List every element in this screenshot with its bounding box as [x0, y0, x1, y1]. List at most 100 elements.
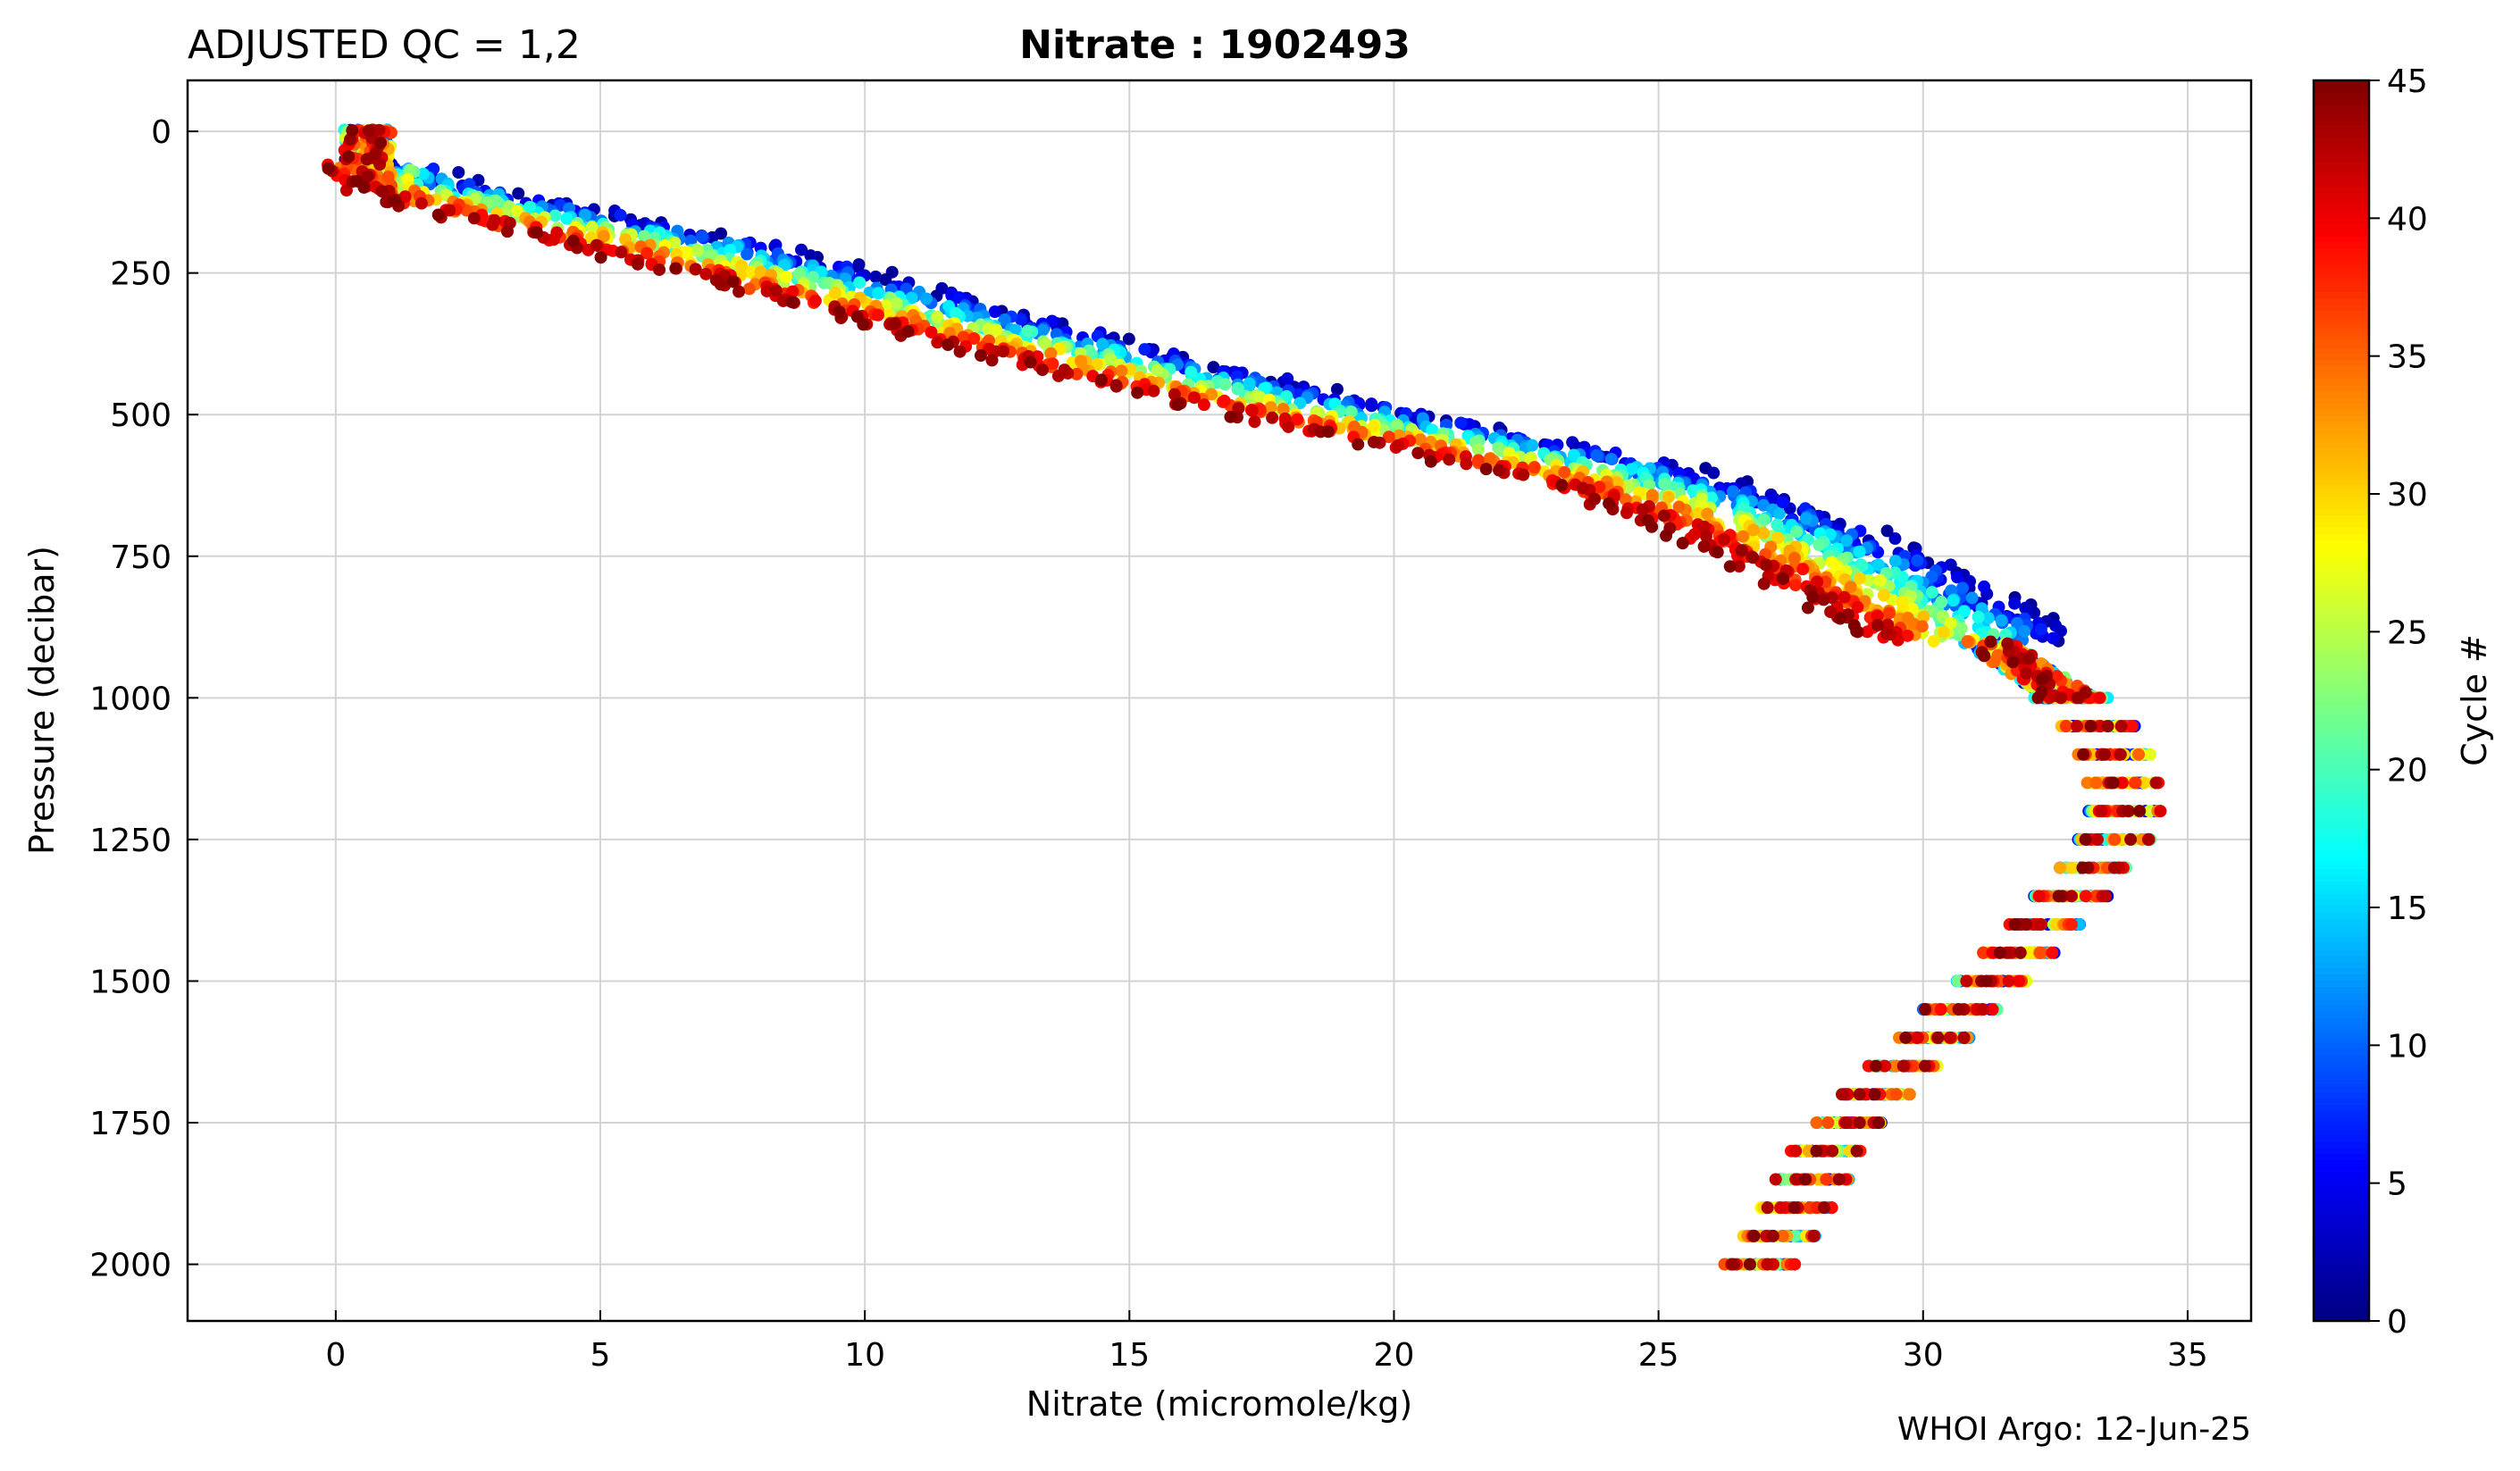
data-point: [1821, 1116, 1835, 1130]
data-point: [888, 317, 901, 330]
colorbar-segment: [2314, 1221, 2369, 1229]
data-point: [1769, 1173, 1782, 1186]
data-point: [2114, 720, 2128, 733]
data-point: [2034, 623, 2047, 636]
data-point: [398, 190, 412, 204]
colorbar-segment: [2314, 1066, 2369, 1074]
data-point: [1947, 594, 1960, 607]
data-point: [1479, 463, 1493, 476]
colorbar-segment: [2314, 222, 2369, 230]
data-point: [1367, 435, 1380, 448]
colorbar-tick-label: 30: [2387, 477, 2428, 514]
data-point: [857, 318, 870, 331]
data-point: [689, 263, 702, 276]
colorbar-tick-label: 0: [2387, 1304, 2407, 1341]
data-point: [590, 238, 603, 252]
data-point: [931, 336, 944, 349]
data-point: [2019, 601, 2032, 614]
colorbar-tick-label: 40: [2387, 201, 2428, 238]
data-point: [2071, 691, 2084, 705]
data-point: [1915, 620, 1929, 633]
data-point: [2032, 890, 2046, 903]
colorbar-segment: [2314, 656, 2369, 664]
data-point: [1282, 420, 1295, 433]
data-point: [1853, 572, 1866, 585]
data-point: [879, 273, 892, 287]
colorbar-segment: [2314, 1178, 2369, 1186]
colorbar-segment: [2314, 713, 2369, 721]
data-point: [1789, 579, 1803, 592]
data-point: [1187, 391, 1201, 405]
colorbar-segment: [2314, 1246, 2369, 1254]
data-point: [942, 338, 955, 352]
data-point: [467, 212, 481, 225]
data-point: [585, 221, 599, 234]
data-point: [1662, 490, 1675, 504]
data-point: [1811, 575, 1824, 589]
data-point: [1931, 1031, 1945, 1044]
chart-title: Nitrate : 1902493: [1019, 22, 1411, 68]
colorbar-frame: [2312, 79, 2371, 1323]
colorbar-segment: [2314, 1208, 2369, 1216]
data-point: [1757, 498, 1771, 512]
data-point: [1045, 314, 1059, 328]
colorbar: 0 5 10 15 20 25 30 35 40 45: [2312, 63, 2428, 1341]
data-point: [1871, 619, 1884, 632]
data-point: [1817, 593, 1830, 606]
colorbar-segment: [2314, 111, 2369, 119]
data-point: [795, 243, 808, 256]
y-axis-label: Pressure (decibar): [22, 546, 62, 855]
data-point: [919, 292, 933, 305]
data-point: [1788, 1258, 1802, 1271]
data-point: [1517, 468, 1530, 481]
colorbar-segment: [2314, 669, 2369, 677]
data-point: [1411, 447, 1425, 460]
colorbar-segment: [2314, 80, 2369, 88]
data-point: [1726, 485, 1739, 498]
data-point: [2089, 776, 2103, 790]
colorbar-segment: [2314, 464, 2369, 472]
data-point: [1131, 386, 1144, 399]
data-point: [2013, 946, 2027, 959]
colorbar-segment: [2314, 868, 2369, 875]
data-point: [1620, 506, 1634, 520]
colorbar-segment: [2314, 1227, 2369, 1235]
data-point: [1171, 398, 1185, 412]
colorbar-segment: [2314, 186, 2369, 194]
colorbar-segment: [2314, 564, 2369, 572]
data-point: [1264, 401, 1277, 414]
colorbar-segment: [2314, 241, 2369, 249]
colorbar-segment: [2314, 130, 2369, 138]
data-point: [1471, 443, 1485, 456]
data-point: [1526, 439, 1539, 452]
data-point: [808, 294, 822, 307]
colorbar-segment: [2314, 1290, 2369, 1298]
data-point: [594, 251, 607, 264]
data-point: [786, 296, 800, 309]
y-tick-label: 1250: [89, 823, 172, 859]
colorbar-segment: [2314, 706, 2369, 715]
colorbar-segment: [2314, 427, 2369, 435]
data-point: [1044, 347, 1058, 360]
data-point: [2020, 918, 2033, 932]
data-point: [1872, 1116, 1886, 1130]
data-point: [1965, 591, 1979, 605]
data-points: [322, 123, 2167, 1271]
colorbar-segment: [2314, 806, 2369, 814]
data-point: [695, 230, 708, 243]
colorbar-segment: [2314, 886, 2369, 894]
data-point: [1995, 614, 2008, 627]
data-point: [1986, 1003, 1999, 1016]
colorbar-segment: [2314, 142, 2369, 150]
grid: [188, 80, 2251, 1321]
data-point: [1588, 492, 1602, 506]
colorbar-segment: [2314, 521, 2369, 529]
plot-frame: [186, 79, 2253, 1323]
data-point: [2064, 861, 2078, 874]
colorbar-segment: [2314, 291, 2369, 299]
data-point: [1382, 430, 1395, 444]
data-point: [1796, 563, 1810, 576]
colorbar-segment: [2314, 936, 2369, 944]
data-point: [1566, 436, 1579, 449]
colorbar-segment: [2314, 328, 2369, 336]
